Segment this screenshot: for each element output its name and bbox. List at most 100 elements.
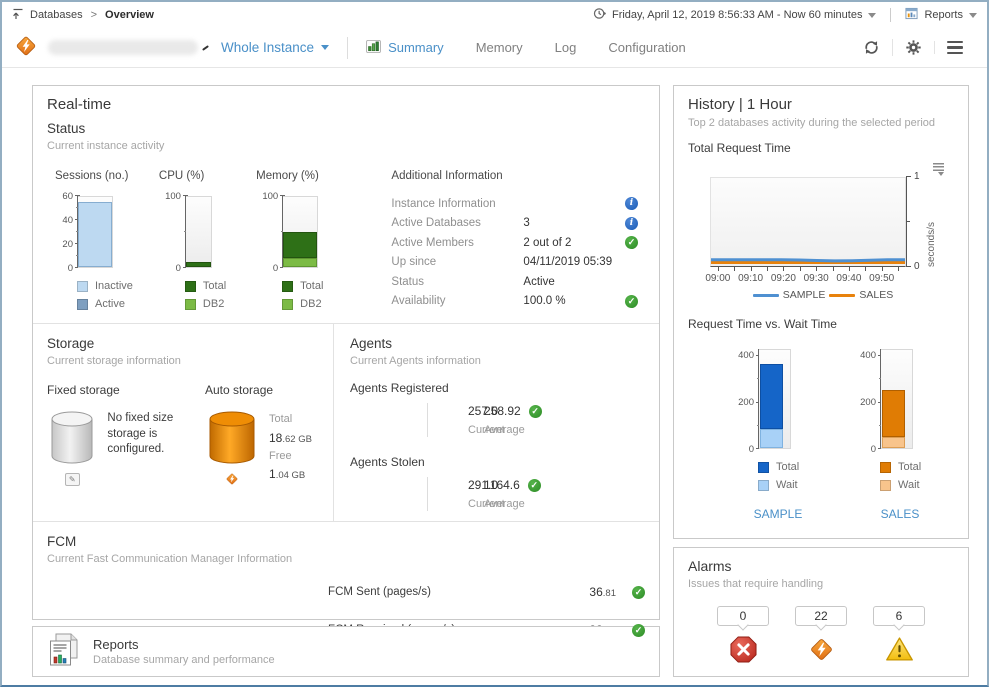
agents-registered-values: 257.0 258.92 Current Average <box>386 403 645 437</box>
info-row: Up since 04/11/2019 05:39 <box>391 256 613 269</box>
chart-plot <box>283 196 319 268</box>
critical-alarms: 22 <box>795 606 847 666</box>
chart-plot <box>710 177 906 267</box>
additional-info-title: Additional Information <box>391 170 503 182</box>
legend-label: Wait <box>776 479 798 491</box>
current-value: 291.0 <box>468 478 499 492</box>
request-vs-wait-label: Request Time vs. Wait Time <box>688 317 837 331</box>
tab-log[interactable]: Log <box>555 40 577 55</box>
legend-label: Total <box>202 280 227 292</box>
critical-alarm-icon <box>808 636 835 666</box>
reports-icon <box>905 7 919 23</box>
breadcrumb-item-databases[interactable]: Databases <box>30 9 83 21</box>
legend-swatch <box>282 280 294 292</box>
legend-swatch <box>77 280 88 292</box>
time-range-selector[interactable]: Friday, April 12, 2019 8:56:33 AM - Now … <box>593 7 877 23</box>
tab-label: Configuration <box>608 40 686 55</box>
critical-status-icon <box>225 472 239 489</box>
chevron-down-icon <box>868 12 877 18</box>
chart-plot <box>78 196 113 268</box>
storage-title: Storage <box>47 336 95 351</box>
edit-icon[interactable]: ✎ <box>64 473 80 486</box>
legend-label: DB2 <box>300 298 322 310</box>
menu-icon[interactable] <box>934 40 975 55</box>
chart-title: Sessions (no.) <box>55 170 129 182</box>
info-icon[interactable]: i <box>625 216 638 230</box>
sales-chart-block: 0 200 400 Total Wait SALES <box>854 345 946 521</box>
tab-configuration[interactable]: Configuration <box>608 40 685 55</box>
free-value: 1.04 GB <box>269 467 306 482</box>
sales-request-wait-chart: 0 200 400 Total Wait <box>854 349 946 491</box>
agents-title: Agents <box>350 336 393 351</box>
history-title: History | 1 Hour <box>688 96 792 113</box>
chevron-down-icon <box>321 45 330 50</box>
sales-database-link[interactable]: SALES <box>880 507 920 521</box>
info-icon[interactable]: i <box>625 197 638 211</box>
current-value: 257.0 <box>468 404 499 418</box>
vertical-divider <box>426 403 428 437</box>
toolbar-left: Whole Instance Summary Memory Log Config… <box>14 34 686 61</box>
sample-chart-block: 0 200 400 Total Wait SAMPLE <box>732 345 824 521</box>
status-ok-icon <box>527 478 541 492</box>
average-value: 258.92 <box>484 404 580 418</box>
reports-label: Reports <box>924 9 963 21</box>
tab-memory[interactable]: Memory <box>476 40 523 55</box>
tab-label: Memory <box>475 40 523 55</box>
alarms-title: Alarms <box>688 558 732 574</box>
clock-icon <box>593 7 606 23</box>
scope-selector[interactable]: Whole Instance <box>221 40 330 55</box>
instance-name-redacted <box>38 40 209 55</box>
sessions-chart: Sessions (no.) 0 20 40 60 Inactive Active <box>55 170 133 311</box>
breadcrumb-item-overview: Overview <box>105 9 154 21</box>
status-ok-icon <box>625 294 638 308</box>
warning-alarm-count[interactable]: 6 <box>873 606 925 626</box>
legend-item: Active <box>77 298 133 310</box>
legend-item: Wait <box>758 479 824 491</box>
right-column: History | 1 Hour Top 2 databases activit… <box>673 85 969 677</box>
tab-label: Log <box>554 40 577 55</box>
status-ok-icon <box>632 585 645 599</box>
y-axis-labels: 0 200 400 <box>860 350 876 455</box>
realtime-title: Real-time <box>47 96 112 113</box>
scope-label: Whole Instance <box>221 40 315 55</box>
x-axis: 09:00 09:10 09:20 09:30 09:40 09:50 <box>705 267 906 285</box>
level-up-icon[interactable] <box>12 8 24 23</box>
additional-information: Additional Information Instance Informat… <box>391 170 645 311</box>
instance-toolbar: Whole Instance Summary Memory Log Config… <box>2 28 987 68</box>
topbar-right: Friday, April 12, 2019 8:56:33 AM - Now … <box>593 7 977 23</box>
memory-chart: Memory (%) 0 100 Total DB2 <box>256 170 323 311</box>
chart-options-icon[interactable] <box>933 163 944 176</box>
separator <box>890 8 892 22</box>
fatal-alarm-count[interactable]: 0 <box>717 606 769 626</box>
critical-alarm-count[interactable]: 22 <box>795 606 847 626</box>
reports-tile-subtitle: Database summary and performance <box>93 654 275 666</box>
fcm-sent-value: 36.81 <box>589 585 616 599</box>
reports-tile[interactable]: Reports Database summary and performance <box>32 626 660 677</box>
reports-dropdown[interactable]: Reports <box>905 7 977 23</box>
chart-legend: Total DB2 <box>282 280 323 310</box>
alarms-panel: Alarms Issues that require handling 0 22… <box>673 547 969 677</box>
auto-storage-values: Total 18.62 GB Free 1.04 GB <box>269 411 312 489</box>
legend-item: DB2 <box>184 298 226 310</box>
request-vs-wait-charts: 0 200 400 Total Wait SAMPLE <box>732 345 954 521</box>
legend-swatch <box>752 293 779 297</box>
breadcrumb-separator: > <box>90 9 98 21</box>
grey-cylinder-icon <box>48 411 96 468</box>
breadcrumb: Databases > Overview <box>12 8 154 23</box>
chart-legend: Inactive Active <box>77 280 133 310</box>
sample-database-link[interactable]: SAMPLE <box>753 507 803 521</box>
reports-tile-title: Reports <box>93 637 139 652</box>
dashboard-content: Real-time Status Current instance activi… <box>2 68 987 685</box>
db2-instance-icon <box>14 34 38 61</box>
section-divider <box>33 323 659 324</box>
fcm-title: FCM <box>47 534 77 549</box>
total-label: Total <box>269 413 293 425</box>
refresh-icon[interactable] <box>851 39 892 56</box>
fatal-alarms: 0 <box>717 606 769 666</box>
legend-swatch <box>184 298 196 310</box>
cpu-chart: CPU (%) 0 100 Total DB2 <box>159 170 226 311</box>
gear-icon[interactable] <box>892 39 934 56</box>
tab-summary[interactable]: Summary <box>366 39 444 56</box>
storage-agents-row: Storage Current storage information Fixe… <box>33 324 659 521</box>
